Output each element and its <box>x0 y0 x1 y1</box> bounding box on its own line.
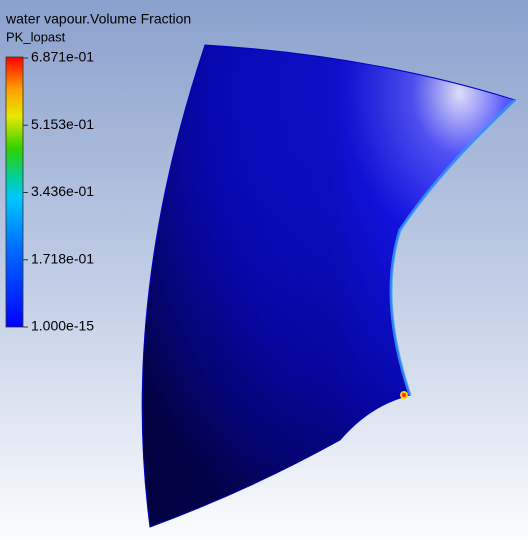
blade-edge <box>389 98 517 396</box>
legend-label: 3.436e-01 <box>31 183 94 199</box>
legend-label: 5.153e-01 <box>31 116 94 132</box>
legend-label: 6.871e-01 <box>31 49 94 65</box>
blade-shading <box>142 45 515 527</box>
color-bar <box>5 56 24 328</box>
vapour-spot-core <box>402 393 406 397</box>
legend-location: PK_lopast <box>6 29 66 44</box>
legend-label: 1.000e-15 <box>31 318 94 334</box>
legend-variable: water vapour.Volume Fraction <box>5 11 191 27</box>
legend-labels: 6.871e-01 5.153e-01 3.436e-01 1.718e-01 1.00… <box>23 49 94 334</box>
legend-label: 1.718e-01 <box>31 250 94 266</box>
